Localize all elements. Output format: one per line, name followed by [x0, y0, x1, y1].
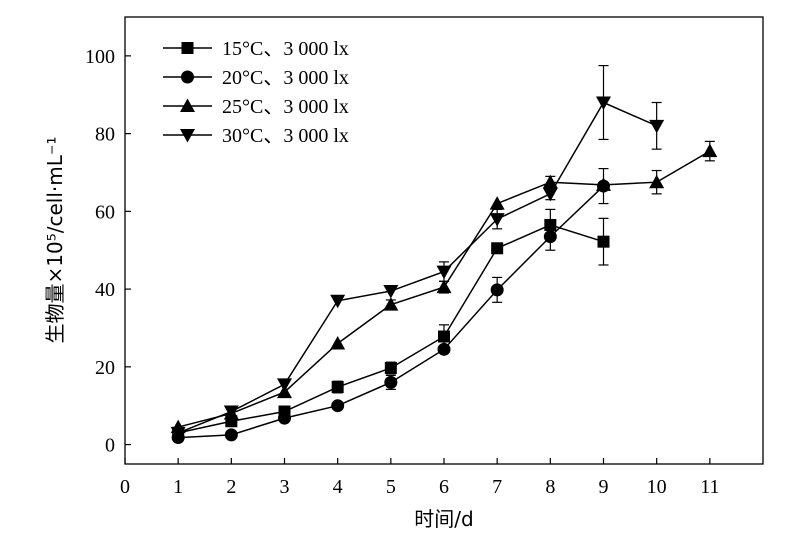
series-1-point-1	[224, 428, 238, 442]
series-1-point-7	[543, 230, 557, 244]
series-2-point-5	[436, 279, 452, 294]
series-3-point-0	[170, 426, 186, 441]
series-3-point-9	[649, 119, 665, 134]
x-tick-label-0: 0	[120, 476, 130, 498]
y-axis: 0 20 40 60 80 100	[85, 46, 131, 457]
series-layer	[170, 64, 718, 445]
legend-label-3: 30°C、3 000 lx	[222, 125, 349, 147]
legend-label-0: 15°C、3 000 lx	[222, 38, 349, 60]
series-2-point-10	[702, 143, 718, 158]
y-tick-label-3: 60	[95, 201, 115, 223]
legend-marker-2	[180, 98, 195, 112]
series-0-line	[178, 224, 604, 434]
series-3	[170, 64, 665, 441]
series-1-point-4	[384, 375, 398, 389]
series-0-point-5	[438, 330, 450, 343]
series-1-point-2	[278, 411, 291, 425]
series-0-point-8	[597, 235, 610, 248]
y-tick-label-4: 80	[95, 124, 115, 146]
series-2-point-9	[649, 174, 665, 189]
x-axis-title: 时间/d	[414, 507, 473, 531]
x-tick-label-1: 1	[173, 476, 183, 498]
legend-marker-0	[181, 42, 194, 54]
series-0-point-4	[384, 361, 397, 374]
series-3-point-6	[489, 213, 505, 227]
series-3-point-8	[596, 96, 611, 111]
legend-label-1: 20°C、3 000 lx	[222, 67, 349, 89]
series-2	[170, 140, 718, 434]
x-tick-label-11: 11	[700, 476, 719, 498]
x-axis: 0 1 2 3 4 5 6 7 8 9 10 11	[120, 458, 719, 498]
plot-frame	[124, 16, 764, 465]
x-tick-label-3: 3	[280, 476, 290, 498]
series-1-point-6	[490, 283, 504, 297]
legend-marker-1	[181, 70, 194, 84]
x-tick-label-8: 8	[545, 476, 555, 498]
x-tick-label-6: 6	[439, 476, 449, 498]
x-tick-label-2: 2	[226, 476, 236, 498]
y-tick-label-2: 40	[95, 279, 115, 301]
series-3-point-1	[223, 405, 239, 420]
series-3-point-7	[542, 187, 558, 202]
series-3-point-2	[277, 378, 292, 392]
legend-marker-3	[180, 129, 195, 143]
y-tick-label-5: 100	[85, 46, 115, 68]
series-3-point-5	[436, 265, 452, 280]
series-2-point-6	[489, 196, 505, 210]
y-tick-label-1: 20	[95, 357, 115, 379]
y-tick-label-0: 0	[105, 435, 115, 457]
series-3-point-4	[383, 285, 399, 299]
series-0-point-3	[331, 381, 344, 394]
series-3-line	[177, 101, 657, 434]
x-tick-label-5: 5	[386, 476, 396, 498]
series-1-point-3	[331, 399, 345, 413]
y-axis-title: 生物量×10⁵/cell·mL⁻¹	[43, 137, 67, 344]
x-tick-label-7: 7	[492, 476, 502, 498]
series-2-point-4	[383, 297, 399, 311]
x-tick-label-9: 9	[599, 476, 609, 498]
legend-label-2: 25°C、3 000 lx	[222, 96, 349, 118]
legend: 15°C、3 000 lx 20°C、3 000 lx 25°C、3 000 lx 3…	[163, 38, 349, 147]
series-0-point-6	[491, 242, 504, 255]
series-1-point-5	[437, 342, 451, 356]
x-tick-label-4: 4	[333, 476, 343, 498]
x-tick-label-10: 10	[647, 476, 667, 498]
series-2-point-8	[596, 177, 611, 191]
series-2-point-3	[330, 336, 346, 350]
series-2-point-7	[542, 174, 558, 189]
series-1-line	[178, 185, 605, 439]
series-3-point-3	[330, 294, 346, 309]
